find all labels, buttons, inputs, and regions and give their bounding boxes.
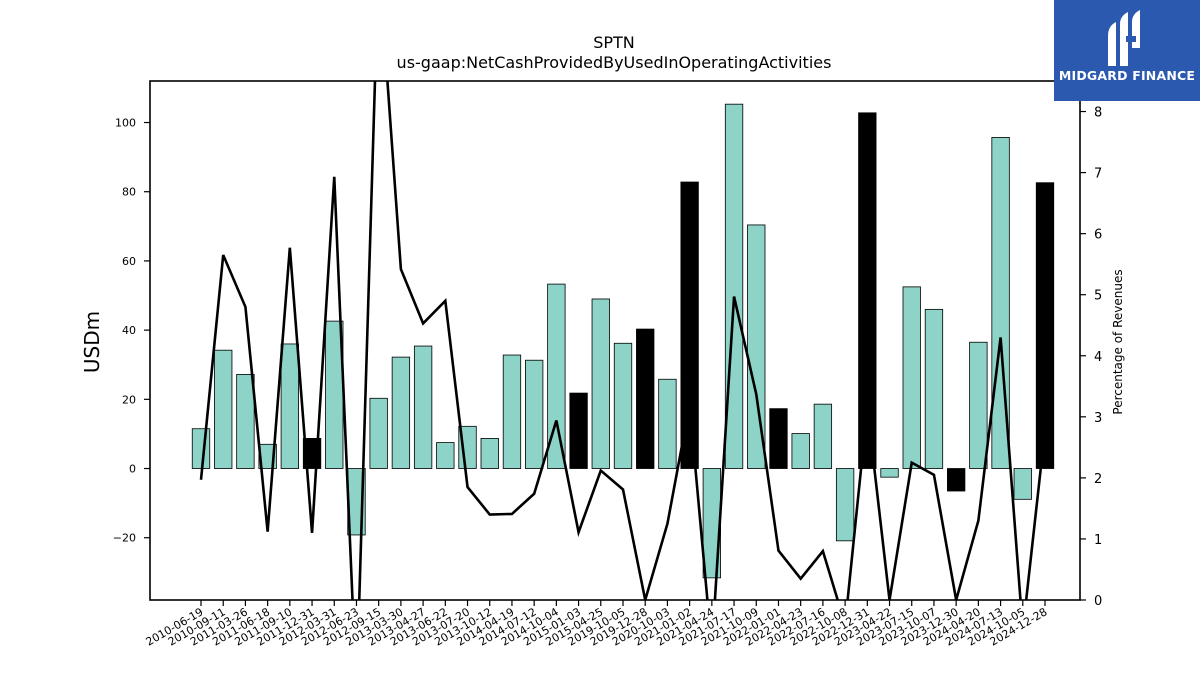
bar-2022-10-08 xyxy=(835,468,855,542)
y-tick-label: 20 xyxy=(122,393,136,406)
bar-2013-10-12 xyxy=(480,438,499,469)
y2-tick-label: 1 xyxy=(1094,533,1102,548)
chart-title: SPTN xyxy=(593,33,635,52)
data-marks xyxy=(191,81,1055,600)
bar-2015-04-25 xyxy=(591,298,610,469)
midgard-finance-logo: MIDGARD FINANCE xyxy=(1054,0,1200,101)
y2-tick-label: 0 xyxy=(1094,594,1102,609)
bar-2011-03-26 xyxy=(236,374,255,469)
bar-2013-03-30 xyxy=(391,356,411,469)
y-tick-label: 40 xyxy=(122,324,136,337)
y-tick-label: 100 xyxy=(115,117,136,130)
y-tick-label: 80 xyxy=(122,186,136,199)
y-tick-label: 0 xyxy=(129,463,136,476)
y2-tick-label: 3 xyxy=(1094,411,1102,426)
bar-2023-07-15 xyxy=(902,286,921,469)
y2-tick-label: 7 xyxy=(1094,167,1102,182)
bar-2021-01-02 xyxy=(680,181,699,469)
y-axis-label: USDm xyxy=(80,311,104,373)
bar-2024-12-28 xyxy=(1035,182,1055,469)
bar-2020-10-03 xyxy=(658,378,677,469)
plot-frame xyxy=(149,80,1081,601)
bar-2010-06-19 xyxy=(191,428,211,469)
bar-2024-10-05 xyxy=(1013,468,1032,500)
bar-2013-06-22 xyxy=(436,442,455,469)
y-tick-label: −20 xyxy=(113,532,136,545)
bar-2011-09-10 xyxy=(280,343,299,469)
y2-axis-label: Percentage of Revenues xyxy=(1111,269,1125,414)
logo-text: MIDGARD FINANCE xyxy=(1058,68,1196,83)
bar-2022-12-31 xyxy=(858,112,877,469)
bar-2015-01-03 xyxy=(569,392,588,469)
bar-2012-09-15 xyxy=(369,397,388,469)
y2-tick-label: 2 xyxy=(1094,472,1102,487)
bar-2019-12-28 xyxy=(636,328,655,469)
bar-2022-07-16 xyxy=(813,403,833,469)
bar-2022-04-23 xyxy=(791,433,810,469)
bar-2023-04-22 xyxy=(880,468,899,478)
bar-2014-07-12 xyxy=(525,359,544,469)
y-tick-label: 60 xyxy=(122,255,136,268)
bar-2023-10-07 xyxy=(924,308,944,469)
bar-2010-09-11 xyxy=(214,349,233,469)
bar-2023-12-30 xyxy=(947,468,966,492)
bar-2021-10-09 xyxy=(747,224,766,469)
y2-tick-label: 4 xyxy=(1094,350,1102,365)
y2-tick-label: 6 xyxy=(1094,228,1102,243)
chart-subtitle: us-gaap:NetCashProvidedByUsedInOperating… xyxy=(397,53,832,72)
bar-2022-01-01 xyxy=(769,408,788,469)
y2-tick-label: 8 xyxy=(1094,106,1102,121)
y2-tick-label: 5 xyxy=(1094,289,1102,304)
bar-2013-04-27 xyxy=(413,345,433,469)
plot-area: −200204060801000123456782010-06-192010-0… xyxy=(113,80,1102,649)
pct-of-revenue-line xyxy=(199,81,1047,600)
logo-mark-icon xyxy=(1108,10,1140,66)
bar-2019-10-05 xyxy=(613,342,633,469)
bar-2024-04-20 xyxy=(969,341,988,469)
bar-2014-10-04 xyxy=(547,283,566,469)
bar-2014-04-19 xyxy=(502,354,522,469)
